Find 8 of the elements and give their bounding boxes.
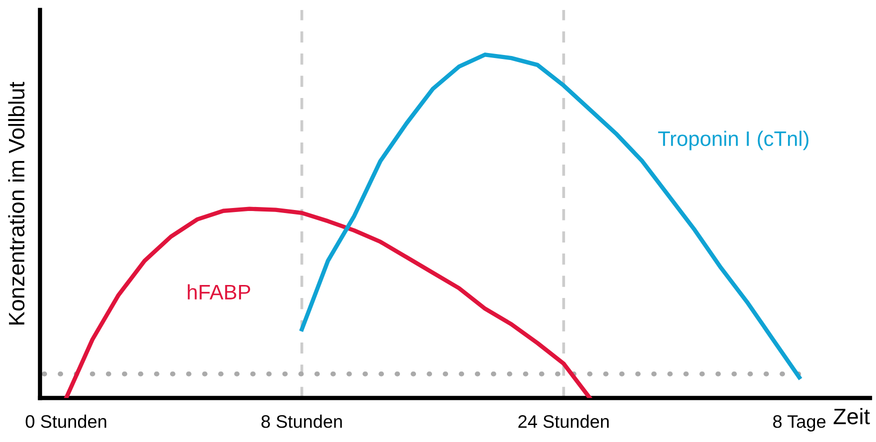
x-tick-label: 24 Stunden [518, 414, 609, 428]
x-axis-title: Zeit [834, 408, 870, 424]
series-label: Troponin I (cTnl) [658, 130, 808, 150]
x-tick-label: 8 Tage [773, 415, 826, 432]
x-tick-label: 8 Stunden [261, 414, 342, 428]
text: hFABP [188, 284, 250, 300]
x-tick-label: 0 Stunden [26, 414, 106, 428]
y-axis-title: Konzentration im Vollblut [8, 82, 24, 324]
